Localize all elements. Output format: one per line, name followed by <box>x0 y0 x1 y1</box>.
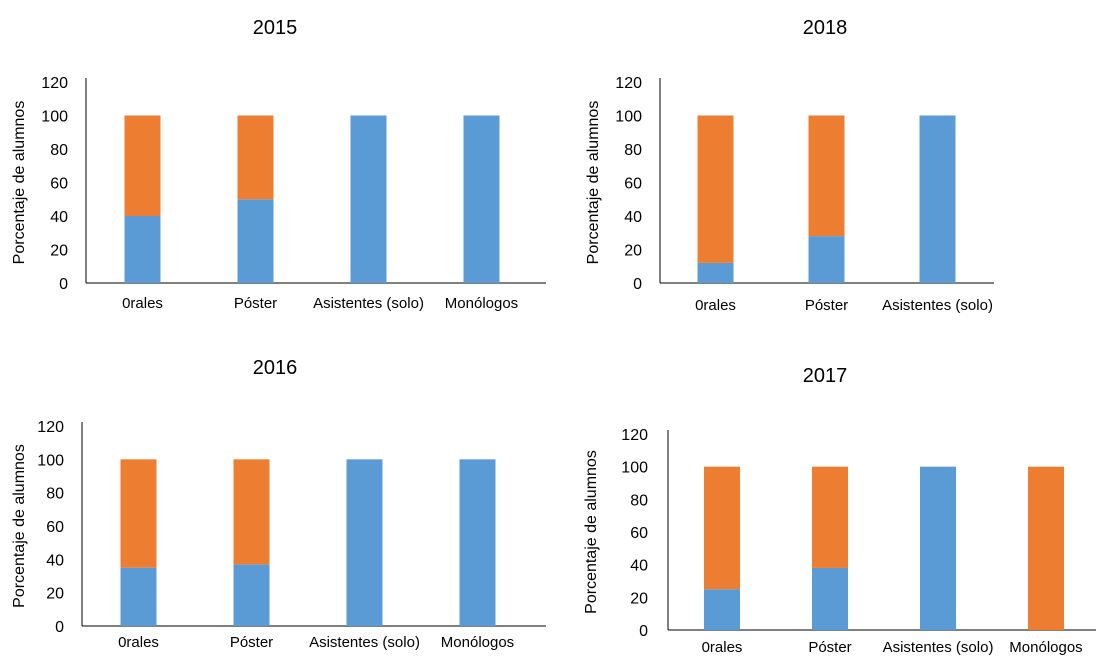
x-category-label: Asistentes (solo) <box>882 297 993 314</box>
bar-series-a <box>233 564 270 626</box>
y-tick-label: 0 <box>639 623 648 640</box>
y-tick-label: 80 <box>630 492 648 509</box>
chart-svg: 2015 Porcentaje de alumnos 0 20 40 60 80 100 120… <box>11 17 546 312</box>
bar-series-a <box>697 262 734 283</box>
y-tick-label: 100 <box>621 460 648 477</box>
bar-series-b <box>233 459 270 565</box>
x-category-label: Póster <box>234 295 277 312</box>
bar-series-b <box>697 115 734 263</box>
bar-series-b <box>124 115 161 216</box>
y-tick-label: 80 <box>624 142 642 159</box>
y-tick-label: 0 <box>55 619 64 636</box>
bar-series-a <box>237 199 274 283</box>
chart-svg: 2016 Porcentaje de alumnos 0 20 40 60 80 100 120… <box>11 357 546 651</box>
chart-panel-2016: 2016 Porcentaje de alumnos 0 20 40 60 80 100 120… <box>0 330 550 657</box>
y-tick-label: 0 <box>59 276 68 293</box>
chart-panel-2017: 2017 Porcentaje de alumnos 0 20 40 60 80 100 120… <box>550 330 1100 657</box>
x-category-label: Monólogos <box>1009 639 1082 656</box>
x-category-label: Asistentes (solo) <box>883 639 994 656</box>
x-category-label: Monólogos <box>441 634 514 651</box>
y-axis-label: Porcentaje de alumnos <box>585 101 602 265</box>
bar-series-b <box>704 466 740 590</box>
y-tick-label: 20 <box>624 243 642 260</box>
bar-series-a <box>459 459 496 626</box>
y-tick-label: 100 <box>41 109 68 126</box>
y-axis-label: Porcentaje de alumnos <box>583 450 600 614</box>
y-tick-label: 20 <box>46 586 64 603</box>
bar-series-a <box>120 567 157 626</box>
y-tick-label: 60 <box>46 519 64 536</box>
bar-series-a <box>920 466 956 630</box>
chart-svg: 2017 Porcentaje de alumnos 0 20 40 60 80 100 120… <box>583 365 1096 656</box>
x-category-label: 0rales <box>702 639 743 656</box>
y-tick-label: 20 <box>50 243 68 260</box>
bar-series-b <box>237 115 274 200</box>
y-tick-label: 40 <box>624 209 642 226</box>
x-category-label: Asistentes (solo) <box>313 295 424 312</box>
y-tick-label: 120 <box>37 419 64 436</box>
bar-series-a <box>704 589 740 630</box>
x-category-label: 0rales <box>118 634 159 651</box>
y-tick-label: 100 <box>615 109 642 126</box>
chart-panel-2015: 2015 Porcentaje de alumnos 0 20 40 60 80 100 120… <box>0 0 550 330</box>
y-tick-label: 20 <box>630 590 648 607</box>
chart-panel-2018: 2018 Porcentaje de alumnos 0 20 40 60 80 100 120… <box>550 0 1100 330</box>
y-tick-label: 60 <box>624 176 642 193</box>
y-tick-label: 80 <box>50 142 68 159</box>
y-axis-label: Porcentaje de alumnos <box>11 444 28 608</box>
bar-series-b <box>1028 466 1064 630</box>
x-category-label: Póster <box>808 639 851 656</box>
y-tick-label: 120 <box>621 427 648 444</box>
bar-series-a <box>808 236 845 283</box>
chart-title: 2015 <box>253 17 298 39</box>
bar-series-a <box>463 115 500 283</box>
x-category-label: 0rales <box>122 295 163 312</box>
chart-title: 2016 <box>253 357 298 379</box>
bar-series-a <box>124 216 161 283</box>
bar-series-a <box>350 115 387 283</box>
chart-svg: 2018 Porcentaje de alumnos 0 20 40 60 80 100 120… <box>585 17 994 314</box>
bar-series-a <box>812 567 848 630</box>
y-tick-label: 60 <box>50 176 68 193</box>
y-tick-label: 40 <box>46 552 64 569</box>
y-tick-label: 100 <box>37 452 64 469</box>
y-tick-label: 0 <box>633 276 642 293</box>
x-category-label: 0rales <box>695 297 736 314</box>
chart-title: 2018 <box>803 17 848 39</box>
y-tick-label: 40 <box>50 209 68 226</box>
x-category-label: Monólogos <box>445 295 518 312</box>
bar-series-b <box>120 459 157 568</box>
x-category-label: Póster <box>805 297 848 314</box>
y-tick-label: 120 <box>41 75 68 92</box>
y-axis-label: Porcentaje de alumnos <box>11 101 28 265</box>
y-tick-label: 40 <box>630 558 648 575</box>
bar-series-b <box>808 115 845 237</box>
y-tick-label: 120 <box>615 75 642 92</box>
bar-series-b <box>812 466 848 568</box>
x-category-label: Asistentes (solo) <box>309 634 420 651</box>
y-tick-label: 80 <box>46 486 64 503</box>
x-category-label: Póster <box>230 634 273 651</box>
chart-title: 2017 <box>803 365 848 387</box>
bar-series-a <box>919 115 956 283</box>
y-tick-label: 60 <box>630 525 648 542</box>
bar-series-a <box>346 459 383 626</box>
